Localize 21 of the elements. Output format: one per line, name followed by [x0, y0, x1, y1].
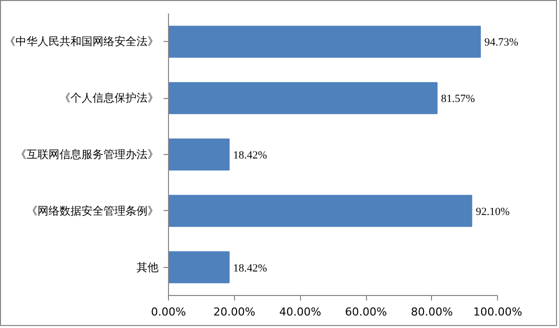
y-tick-label: 《网络数据安全管理条例》 — [26, 204, 158, 218]
x-tick-label: 40.00% — [279, 306, 322, 318]
x-tick-label: 100.00% — [473, 306, 522, 318]
data-label: 92.10% — [476, 206, 510, 218]
x-tick-label: 60.00% — [345, 306, 388, 318]
y-tick-label: 《互联网信息服务管理办法》 — [16, 148, 158, 161]
bar — [168, 138, 230, 171]
y-tick-label: 其他 — [136, 260, 158, 274]
y-tick-label: 《中华人民共和国网络安全法》 — [4, 35, 158, 48]
x-tick-label: 20.00% — [213, 306, 256, 318]
data-label: 18.42% — [233, 262, 268, 274]
data-label: 94.73% — [484, 36, 518, 49]
data-label: 81.57% — [441, 93, 475, 106]
y-tick-label: 《个人信息保护法》 — [60, 92, 158, 105]
bar — [168, 82, 438, 114]
x-tick-label: 0.00% — [151, 306, 186, 318]
data-label: 18.42% — [233, 150, 268, 162]
bar — [168, 251, 230, 284]
bar — [168, 26, 481, 58]
bar — [168, 194, 472, 227]
x-tick-label: 80.00% — [410, 306, 453, 318]
